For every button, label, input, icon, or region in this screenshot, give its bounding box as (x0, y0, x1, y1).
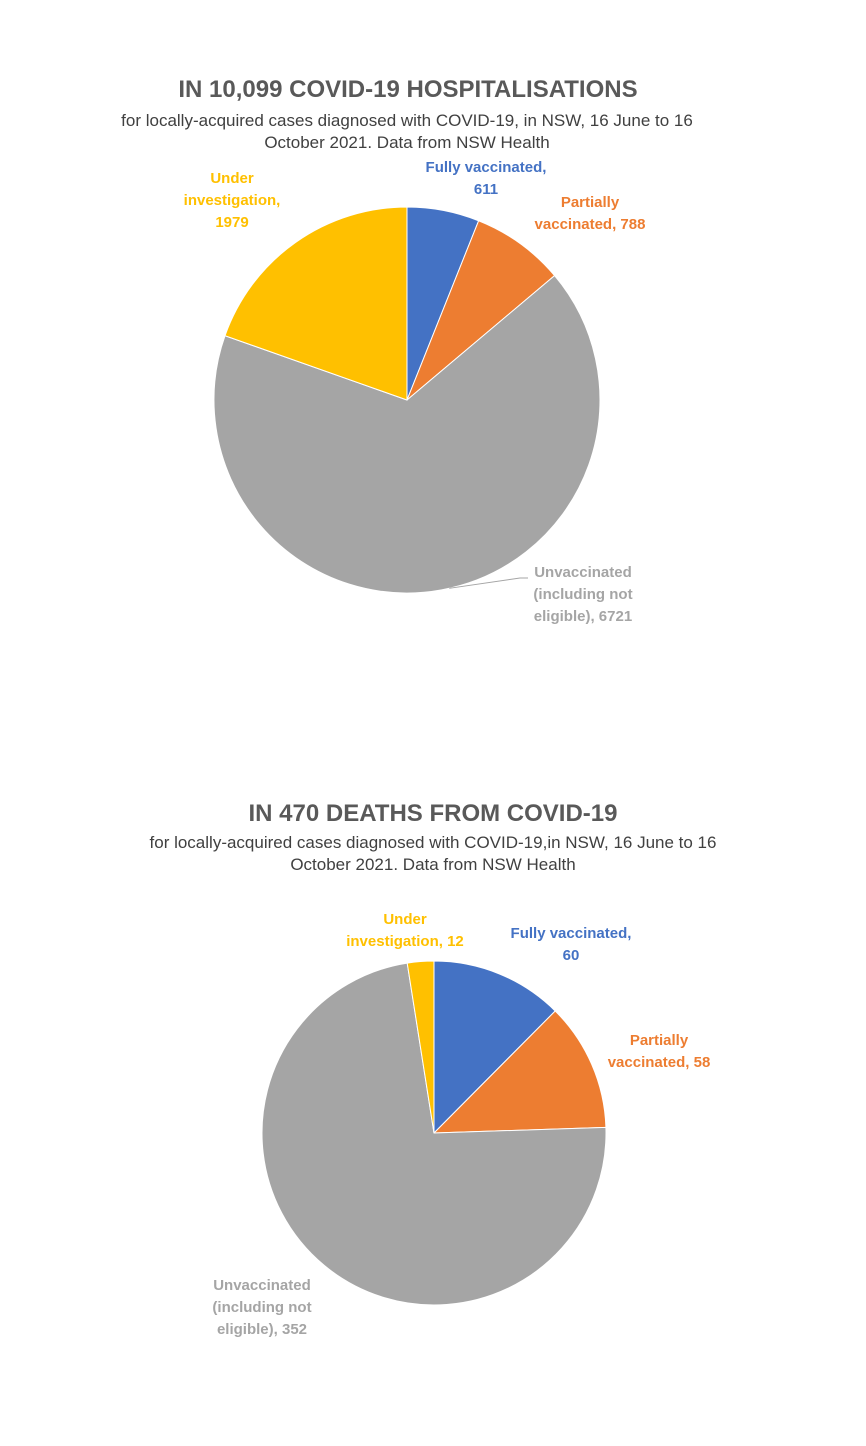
pie-slice-under-investigation (406, 960, 435, 1134)
pie-slice-fully-vaccinated (433, 960, 556, 1135)
leader-line (449, 577, 528, 589)
label-unvaccinated: Unvaccinated (including not eligible), 3… (212, 1277, 312, 1338)
pie-slice-unvaccinated-including-not-eligible (213, 274, 601, 594)
pie-slice-partially-vaccinated (432, 1010, 607, 1134)
label-partially-vaccinated: Partially vaccinated, 788 (534, 194, 646, 233)
pie-svg (261, 960, 607, 1306)
label-fully-vaccinated: Fully vaccinated, 611 (425, 159, 547, 198)
pie-slice-unvaccinated-including-not-eligible (261, 962, 607, 1306)
chart-title: IN 10,099 COVID-19 HOSPITALISATIONS (178, 76, 638, 103)
chart-subtitle: for locally-acquired cases diagnosed wit… (121, 111, 693, 152)
pie-svg (213, 206, 601, 594)
chart-subtitle: for locally-acquired cases diagnosed wit… (149, 833, 717, 874)
label-partially-vaccinated: Partially vaccinated, 58 (607, 1032, 711, 1071)
label-under-investigation: Under investigation, 12 (346, 911, 464, 950)
label-under-investigation: Under investigation, 1979 (183, 170, 281, 231)
label-unvaccinated: Unvaccinated (including not eligible), 6… (533, 564, 633, 625)
chart-title: IN 470 DEATHS FROM COVID-19 (248, 800, 618, 827)
deaths-pie-chart: IN 470 DEATHS FROM COVID-19 for locally-… (0, 720, 866, 1420)
pie-slice-under-investigation (224, 206, 408, 401)
hospitalisations-pie-chart: IN 10,099 COVID-19 HOSPITALISATIONS for … (0, 0, 866, 700)
pie-slice-partially-vaccinated (406, 220, 556, 401)
label-fully-vaccinated: Fully vaccinated, 60 (510, 925, 632, 964)
